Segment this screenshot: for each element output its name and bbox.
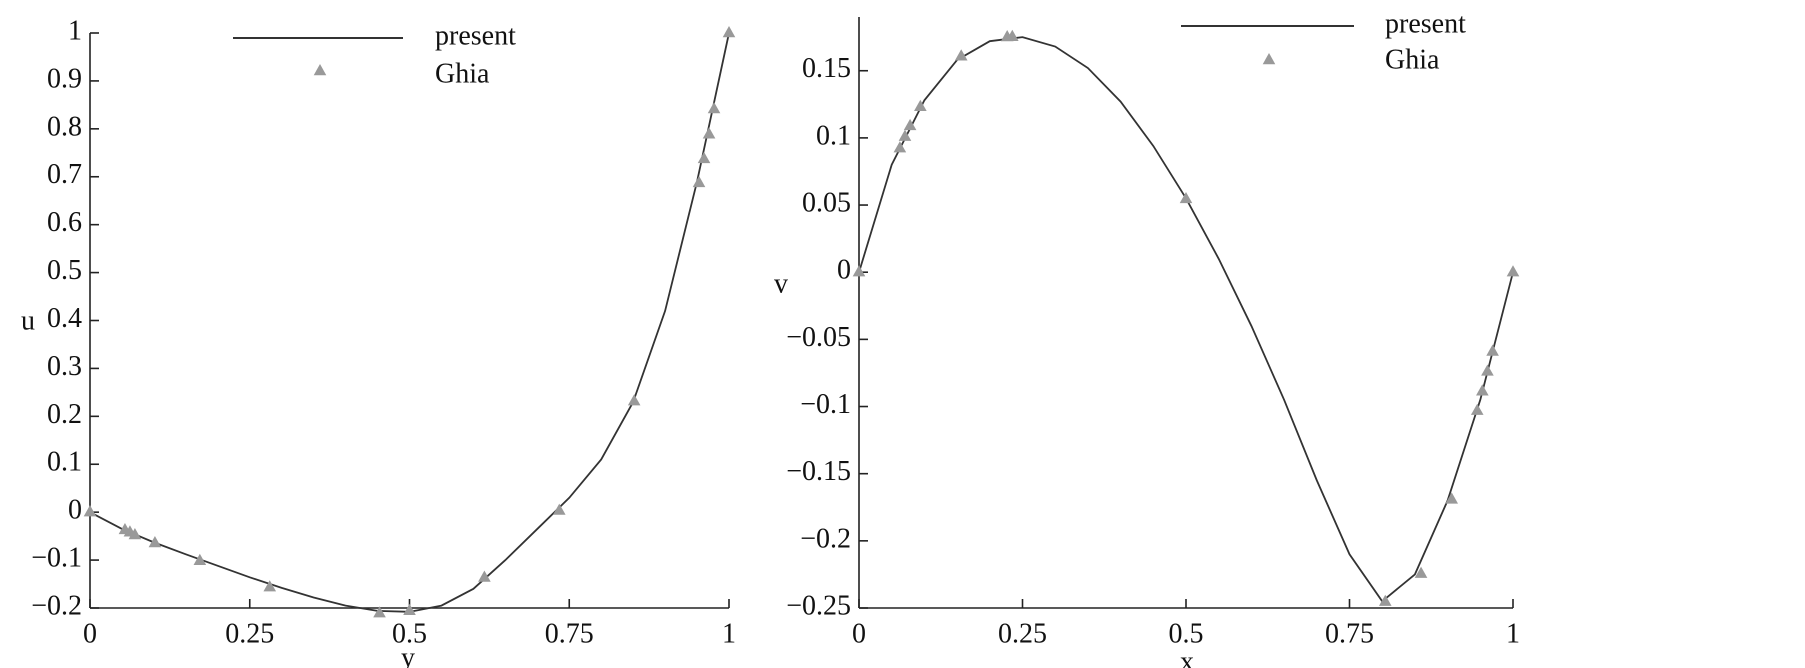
ghia-marker [1378, 594, 1392, 606]
y-tick-label: 0.3 [47, 351, 82, 382]
y-tick-label: −0.15 [786, 456, 851, 487]
y-tick-label: 1 [68, 15, 82, 46]
y-axis-label: v [774, 268, 788, 299]
x-tick-label: 0.75 [545, 618, 594, 649]
ghia-marker [403, 603, 416, 615]
y-tick-label: 0.7 [47, 159, 82, 190]
ghia-marker [702, 127, 716, 139]
ghia-marker [1481, 364, 1494, 376]
ghia-marker [1470, 403, 1484, 415]
ghia-marker [627, 394, 641, 406]
x-tick-label: 0.5 [392, 618, 427, 649]
ghia-marker [118, 522, 132, 535]
y-tick-label: 0.5 [47, 255, 82, 286]
legend-label: present [1385, 8, 1466, 39]
ghia-marker [1414, 566, 1428, 578]
ghia-marker [1506, 265, 1520, 277]
x-tick-label: 0.25 [225, 618, 274, 649]
x-tick-label: 0.5 [1169, 618, 1204, 649]
ghia-marker [1476, 384, 1489, 396]
ghia-marker [692, 175, 706, 188]
y-tick-label: 0 [68, 495, 82, 526]
y-tick-label: 0.1 [816, 120, 851, 151]
x-tick-label: 1 [1506, 618, 1520, 649]
ghia-marker [478, 570, 491, 582]
ghia-marker [1179, 191, 1193, 204]
legend-label: Ghia [1385, 44, 1440, 75]
ghia-marker [1445, 492, 1459, 504]
y-tick-label: −0.1 [800, 389, 851, 420]
legend-marker [313, 64, 327, 76]
ghia-marker [697, 151, 711, 164]
y-tick-label: 0.4 [47, 303, 82, 334]
present-line [858, 36, 1514, 603]
y-tick-label: −0.25 [786, 590, 851, 621]
ghia-marker [914, 99, 927, 111]
x-tick-label: 0.75 [1325, 618, 1374, 649]
ghia-marker [893, 141, 907, 153]
ghia-marker [552, 503, 566, 515]
y-tick-label: −0.2 [31, 590, 82, 621]
y-tick-label: −0.2 [800, 523, 851, 554]
ghia-marker [898, 129, 912, 141]
y-tick-label: −0.1 [31, 543, 82, 574]
x-tick-label: 0.25 [998, 618, 1047, 649]
y-tick-label: 0 [837, 255, 851, 286]
ghia-marker [193, 553, 207, 566]
ghia-marker [954, 49, 968, 61]
x-tick-label: 1 [722, 618, 736, 649]
y-tick-label: 0.8 [47, 111, 82, 142]
ghia-marker [263, 580, 277, 592]
y-tick-label: −0.05 [786, 322, 851, 353]
y-axis-label: u [21, 305, 35, 336]
y-tick-label: 0.15 [802, 53, 851, 84]
legend-marker [1262, 53, 1276, 65]
x-tick-label: 0 [852, 618, 866, 649]
x-axis-label: x [1180, 646, 1194, 668]
present-line [89, 32, 730, 613]
ghia-marker [722, 26, 736, 38]
ghia-marker [373, 606, 386, 618]
ghia-marker [707, 102, 721, 114]
ghia-marker [903, 118, 917, 131]
legend-label: present [435, 20, 516, 51]
y-tick-label: 0.05 [802, 187, 851, 218]
y-tick-label: 0.9 [47, 63, 82, 94]
ghia-marker [148, 535, 162, 548]
ghia-marker [1000, 30, 1014, 42]
x-axis-label: y [401, 642, 415, 668]
ghia-marker [83, 505, 97, 517]
legend-label: Ghia [435, 58, 490, 89]
y-tick-label: 0.2 [47, 399, 82, 430]
x-tick-label: 0 [83, 618, 97, 649]
y-tick-label: 0.1 [47, 447, 82, 478]
y-tick-label: 0.6 [47, 207, 82, 238]
ghia-marker [1486, 344, 1499, 356]
ghia-marker [852, 265, 866, 277]
